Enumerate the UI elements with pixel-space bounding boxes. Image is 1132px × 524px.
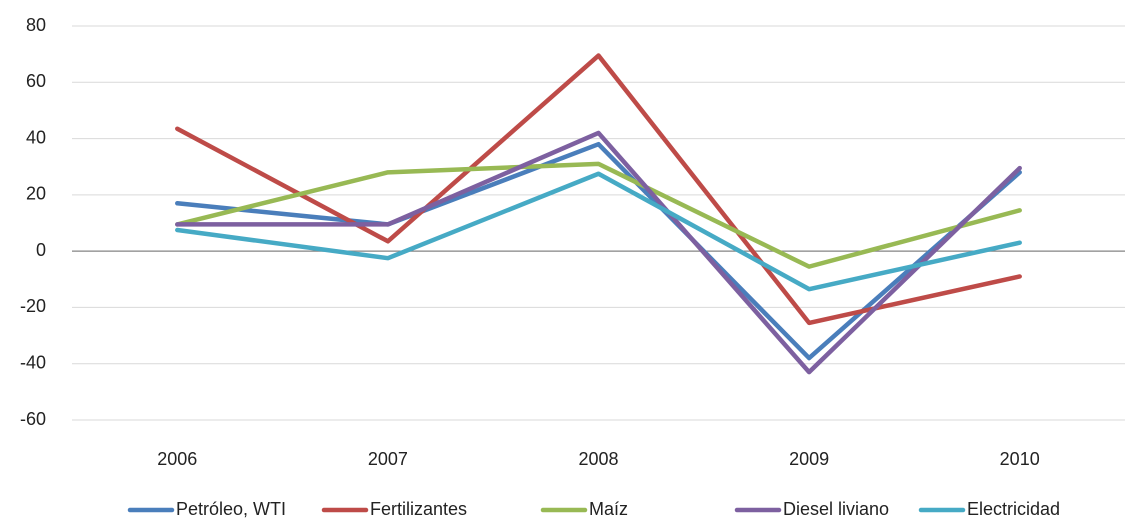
y-tick-label: -20	[20, 296, 46, 316]
y-tick-label: 40	[26, 127, 46, 147]
y-tick-label: -60	[20, 409, 46, 429]
legend-label: Maíz	[589, 499, 628, 519]
x-tick-label: 2007	[368, 449, 408, 469]
series-line	[175, 53, 1022, 326]
legend-label: Petróleo, WTI	[176, 499, 286, 519]
legend-label: Electricidad	[967, 499, 1060, 519]
y-tick-label: -40	[20, 352, 46, 372]
legend-label: Diesel liviano	[783, 499, 889, 519]
y-tick-label: 60	[26, 71, 46, 91]
x-tick-label: 2010	[1000, 449, 1040, 469]
x-tick-label: 2009	[789, 449, 829, 469]
series-line	[175, 141, 1022, 361]
series-line	[175, 130, 1022, 375]
y-tick-label: 80	[26, 15, 46, 35]
y-tick-label: 0	[36, 240, 46, 260]
y-tick-label: 20	[26, 184, 46, 204]
series-line	[175, 171, 1022, 292]
legend-label: Fertilizantes	[370, 499, 467, 519]
series-line	[175, 161, 1022, 269]
x-tick-label: 2008	[578, 449, 618, 469]
x-tick-label: 2006	[157, 449, 197, 469]
